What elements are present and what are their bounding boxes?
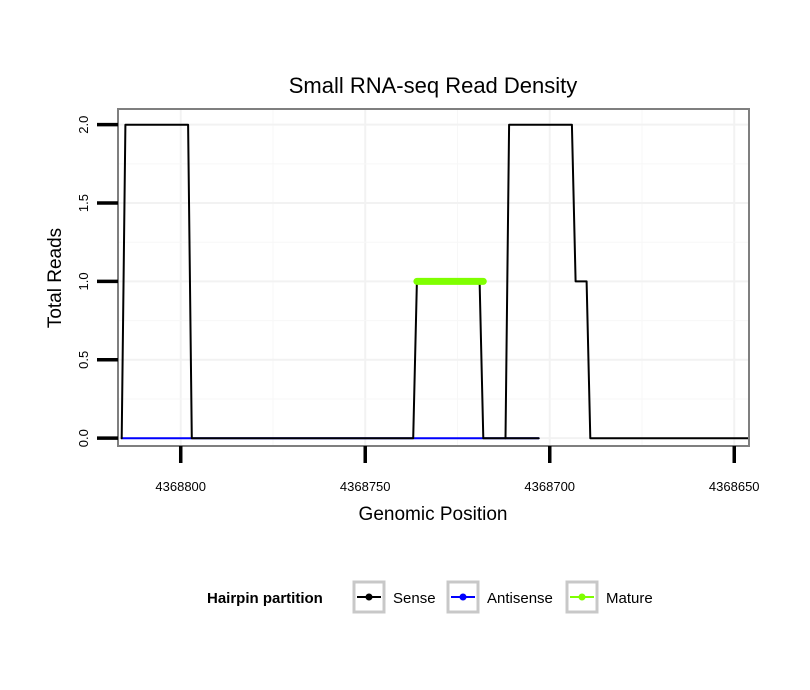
chart-title: Small RNA-seq Read Density bbox=[289, 73, 578, 98]
legend-label-antisense: Antisense bbox=[487, 590, 553, 607]
legend-point-antisense bbox=[459, 593, 467, 601]
y-tick-label-4: 2.0 bbox=[76, 116, 91, 134]
x-tick-label-2: 4368700 bbox=[524, 479, 575, 494]
series-line-sense-second-segment bbox=[504, 123, 750, 440]
grid-lines bbox=[118, 109, 749, 446]
plot-panel-border bbox=[117, 108, 750, 447]
x-tick-label-1: 4368750 bbox=[340, 479, 391, 494]
legend-label-mature: Mature bbox=[606, 590, 653, 607]
x-tick-label-3: 4368650 bbox=[709, 479, 760, 494]
axes: 4368800 4368750 4368700 4368650 0.0 0.5 1.0 1.5… bbox=[76, 116, 760, 494]
data-series bbox=[120, 123, 750, 440]
legend-point-mature bbox=[578, 593, 586, 601]
y-tick-label-1: 0.5 bbox=[76, 351, 91, 369]
y-tick-label-2: 1.0 bbox=[76, 272, 91, 290]
x-tick-label-0: 4368800 bbox=[155, 479, 206, 494]
legend-label-sense: Sense bbox=[393, 590, 436, 607]
y-tick-label-3: 1.5 bbox=[76, 194, 91, 212]
y-axis-label: Total Reads bbox=[45, 228, 66, 328]
legend-title: Hairpin partition bbox=[207, 590, 323, 607]
legend-point-sense bbox=[365, 593, 373, 601]
legend: Hairpin partition Sense Antisense Mature bbox=[207, 580, 653, 614]
x-axis-label: Genomic Position bbox=[359, 504, 508, 525]
y-tick-label-0: 0.0 bbox=[76, 429, 91, 447]
series-line-sense bbox=[120, 123, 540, 440]
